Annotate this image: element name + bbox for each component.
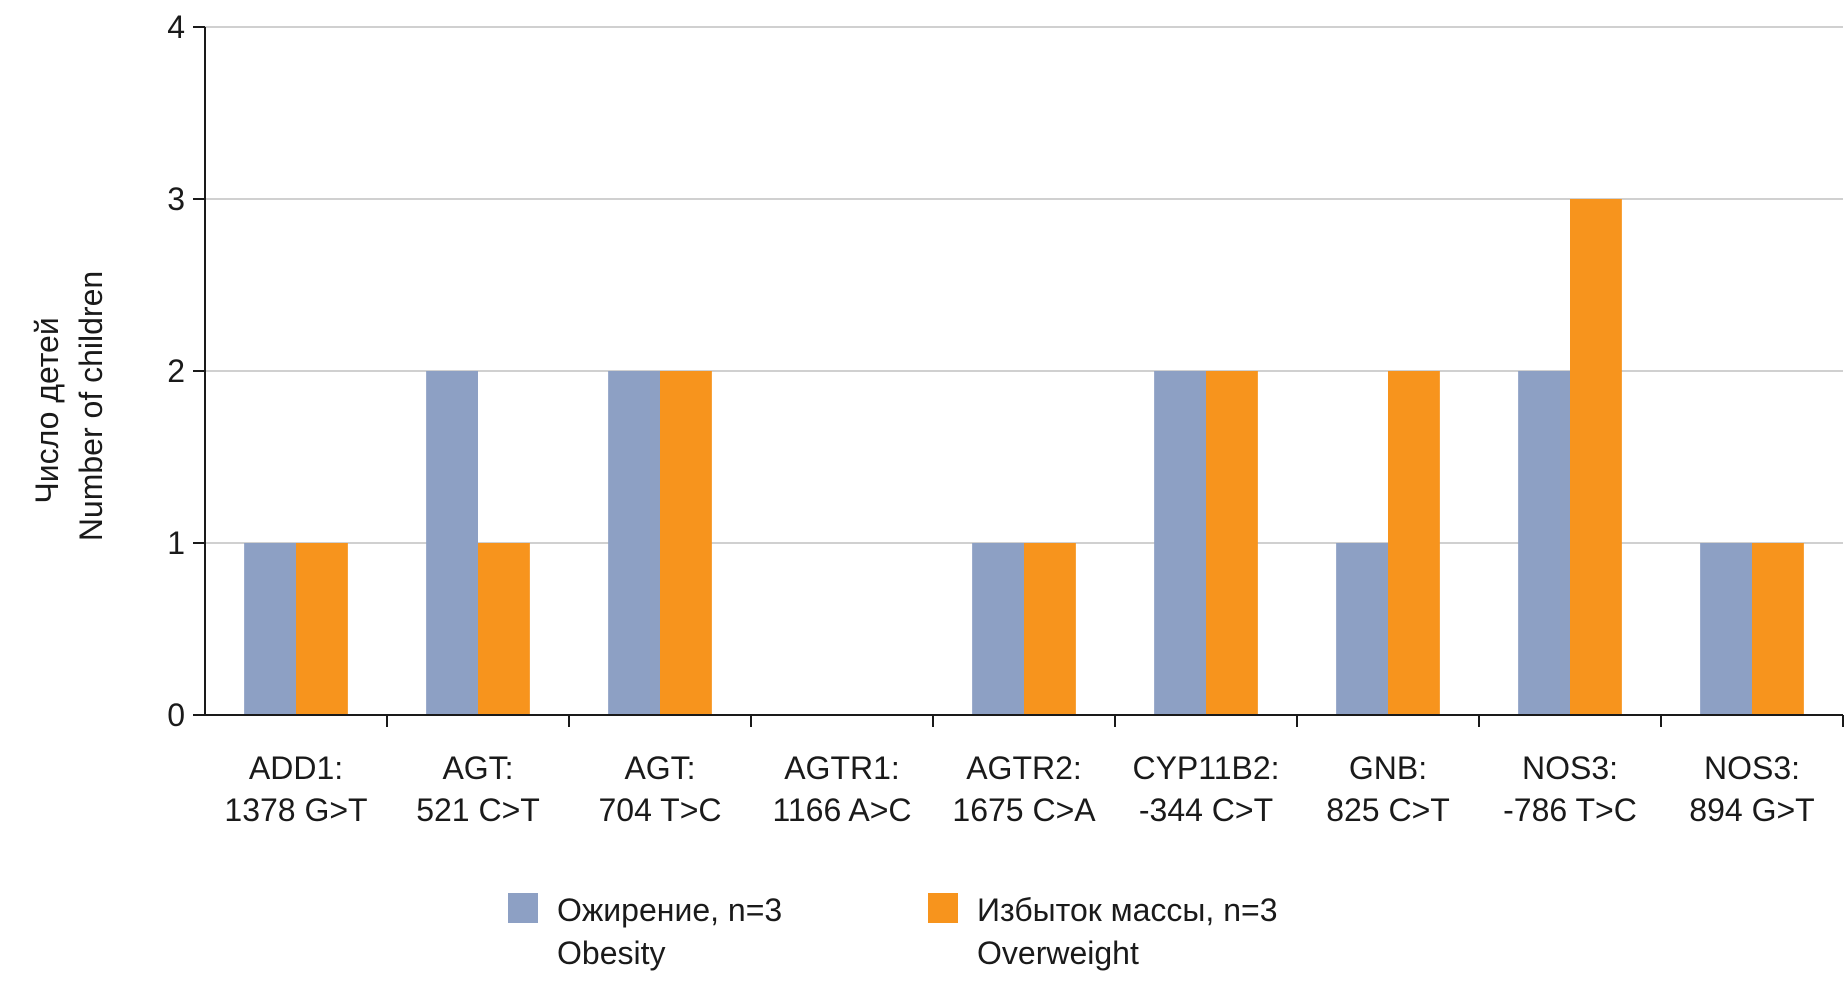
- legend-label-1-line-1: Overweight: [977, 935, 1139, 971]
- bar-s0-c6: [1336, 543, 1388, 715]
- x-category-label-3: AGTR1: 1166 A>C: [772, 750, 911, 828]
- x-category-label-3-line-1: 1166 A>C: [772, 792, 911, 828]
- legend-label-1-line-0: Избыток массы, n=3: [977, 892, 1277, 928]
- y-tick-label-2: 2: [167, 353, 185, 389]
- x-category-label-7: NOS3: -786 T>C: [1503, 750, 1637, 828]
- legend: Ожирение, n=3 Obesity Избыток массы, n=3 Ov…: [508, 892, 1277, 971]
- y-tick-label-3: 3: [167, 181, 185, 217]
- bar-s0-c7: [1518, 371, 1570, 715]
- x-category-label-7-line-0: NOS3:: [1522, 750, 1618, 786]
- bar-s0-c5: [1154, 371, 1206, 715]
- x-category-label-5: CYP11B2: -344 C>T: [1132, 750, 1279, 828]
- legend-label-0-line-0: Ожирение, n=3: [557, 892, 782, 928]
- bar-s1-c1: [478, 543, 530, 715]
- x-category-label-8: NOS3: 894 G>T: [1689, 750, 1814, 828]
- x-category-label-4: AGTR2: 1675 C>A: [952, 750, 1096, 828]
- x-category-labels: ADD1: 1378 G>T AGT: 521 C>T AGT: 704 T>C AGTR1…: [224, 750, 1814, 828]
- x-category-label-1-line-0: AGT:: [442, 750, 513, 786]
- x-category-label-8-line-0: NOS3:: [1704, 750, 1800, 786]
- bar-s1-c7: [1570, 199, 1622, 715]
- x-category-label-5-line-1: -344 C>T: [1139, 792, 1273, 828]
- bar-s0-c8: [1700, 543, 1752, 715]
- axes: [193, 26, 1844, 727]
- x-category-label-2-line-1: 704 T>C: [598, 792, 721, 828]
- bars: [244, 199, 1804, 715]
- y-tick-labels: 0 1 2 3 4: [167, 9, 185, 733]
- x-category-label-0-line-0: ADD1:: [249, 750, 343, 786]
- x-category-label-1-line-1: 521 C>T: [416, 792, 540, 828]
- bar-s1-c8: [1752, 543, 1804, 715]
- bar-s1-c6: [1388, 371, 1440, 715]
- bar-s0-c1: [426, 371, 478, 715]
- x-category-label-6: GNB: 825 C>T: [1326, 750, 1450, 828]
- x-category-label-4-line-0: AGTR2:: [966, 750, 1082, 786]
- x-category-label-6-line-0: GNB:: [1349, 750, 1427, 786]
- x-category-label-0-line-1: 1378 G>T: [224, 792, 367, 828]
- y-tick-label-1: 1: [167, 525, 185, 561]
- legend-swatch-1: [928, 893, 958, 923]
- x-category-label-2: AGT: 704 T>C: [598, 750, 721, 828]
- y-axis-title-line-1: Число детей: [29, 317, 65, 503]
- y-axis-title: Число детей Number of children: [29, 271, 109, 541]
- x-category-label-3-line-0: AGTR1:: [784, 750, 900, 786]
- x-category-label-5-line-0: CYP11B2:: [1132, 750, 1279, 786]
- legend-label-0: Ожирение, n=3 Obesity: [557, 892, 782, 971]
- bar-s0-c0: [244, 543, 296, 715]
- y-tick-label-0: 0: [167, 697, 185, 733]
- bar-s0-c2: [608, 371, 660, 715]
- bar-s1-c4: [1024, 543, 1076, 715]
- x-category-label-0: ADD1: 1378 G>T: [224, 750, 367, 828]
- bar-s1-c2: [660, 371, 712, 715]
- y-axis-title-line-2: Number of children: [73, 271, 109, 541]
- legend-label-0-line-1: Obesity: [557, 935, 665, 971]
- legend-label-1: Избыток массы, n=3 Overweight: [977, 892, 1277, 971]
- x-category-label-7-line-1: -786 T>C: [1503, 792, 1637, 828]
- x-category-label-1: AGT: 521 C>T: [416, 750, 540, 828]
- bar-s1-c0: [296, 543, 348, 715]
- bar-s0-c4: [972, 543, 1024, 715]
- x-category-label-6-line-1: 825 C>T: [1326, 792, 1450, 828]
- y-tick-label-4: 4: [167, 9, 185, 45]
- x-category-label-4-line-1: 1675 C>A: [952, 792, 1096, 828]
- bar-s1-c5: [1206, 371, 1258, 715]
- x-category-label-2-line-0: AGT:: [624, 750, 695, 786]
- legend-swatch-0: [508, 893, 538, 923]
- x-category-label-8-line-1: 894 G>T: [1689, 792, 1814, 828]
